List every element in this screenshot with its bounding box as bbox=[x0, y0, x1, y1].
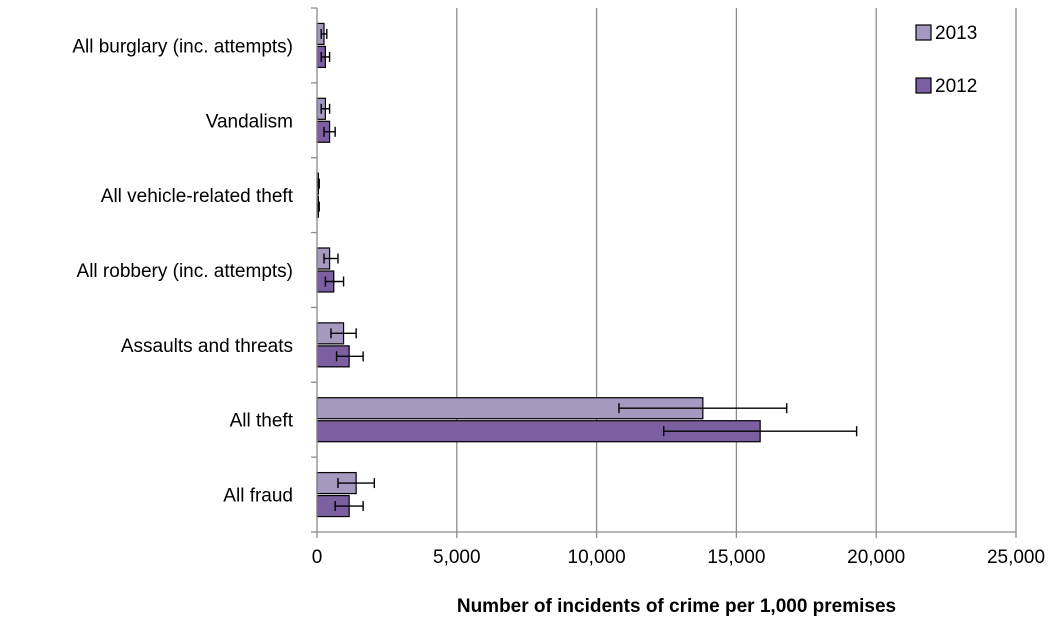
x-tick-label: 5,000 bbox=[433, 547, 481, 568]
category-labels: All burglary (inc. attempts) Vandalism All… bbox=[72, 36, 293, 506]
x-tick-labels: 0 5,000 10,000 15,000 20,000 25,000 bbox=[312, 547, 1045, 568]
category-label: All fraud bbox=[223, 486, 293, 507]
legend-label-2012: 2012 bbox=[935, 76, 977, 97]
x-tick-label: 25,000 bbox=[987, 547, 1045, 568]
x-tick-label: 15,000 bbox=[707, 547, 765, 568]
x-tick-label: 20,000 bbox=[847, 547, 905, 568]
x-tick-label: 0 bbox=[312, 547, 323, 568]
category-label: All vehicle-related theft bbox=[101, 186, 294, 207]
category-label: All theft bbox=[230, 411, 294, 432]
category-label: Assaults and threats bbox=[121, 336, 293, 357]
category-label: All robbery (inc. attempts) bbox=[77, 261, 293, 282]
error-bars bbox=[316, 28, 858, 512]
category-label: All burglary (inc. attempts) bbox=[72, 36, 293, 57]
bars bbox=[316, 22, 761, 518]
x-tick-label: 10,000 bbox=[568, 547, 626, 568]
category-label: Vandalism bbox=[206, 111, 293, 132]
legend-swatch-2012 bbox=[915, 77, 932, 94]
gridlines bbox=[456, 8, 1017, 532]
legend: 2013 2012 bbox=[915, 23, 977, 97]
axes bbox=[311, 7, 1017, 538]
legend-label-2013: 2013 bbox=[935, 23, 977, 44]
x-axis-title: Number of incidents of crime per 1,000 p… bbox=[457, 596, 896, 617]
legend-swatch-2013 bbox=[915, 24, 932, 41]
